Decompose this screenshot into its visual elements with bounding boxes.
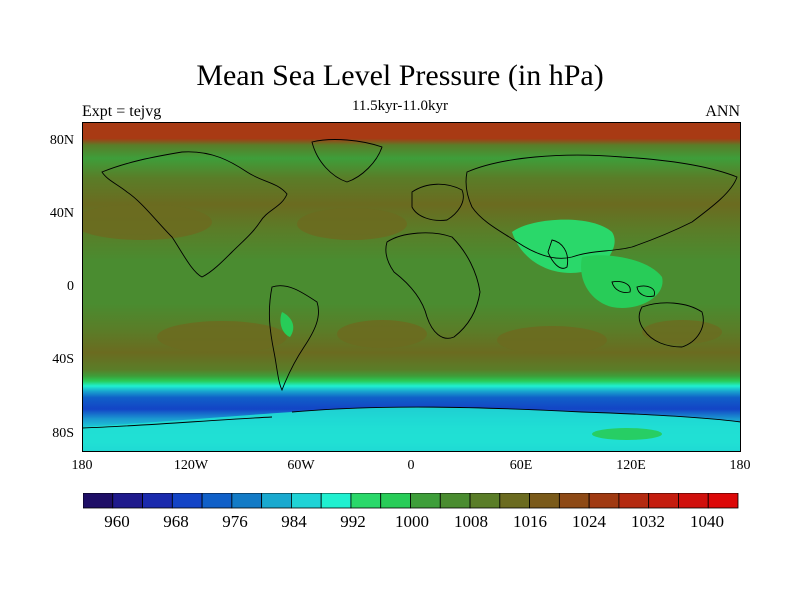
north-atlantic-high <box>297 208 407 240</box>
colorbar-cell <box>320 493 352 509</box>
experiment-label: Expt = tejvg <box>82 103 162 120</box>
colorbar-cell <box>83 493 114 509</box>
colorbar-cell <box>499 493 530 509</box>
australia-east-high <box>642 320 722 344</box>
colorbar-cell <box>142 493 173 509</box>
colorbar-label: 992 <box>340 512 366 531</box>
antarctic-interior <box>592 428 662 440</box>
colorbar-cell <box>529 493 560 509</box>
colorbar-cell <box>350 493 382 509</box>
lat-tick-label: 80S <box>52 426 74 441</box>
colorbar-cell <box>618 493 650 509</box>
lat-tick-label: 40N <box>49 206 74 221</box>
lon-tick-label: 120E <box>616 458 646 473</box>
colorbar-cell <box>558 493 590 509</box>
colorbar-cell <box>588 493 620 509</box>
chart-title: Mean Sea Level Pressure (in hPa) <box>196 59 604 92</box>
lat-tick-label: 80N <box>49 133 74 148</box>
lat-tick-label: 0 <box>67 279 74 294</box>
amazon-low <box>280 312 294 337</box>
colorbar <box>83 493 739 509</box>
map-frame <box>82 122 741 452</box>
colorbar-cell <box>707 493 739 509</box>
colorbar-label: 1016 <box>513 512 547 531</box>
chart-subtitle: 11.5kyr-11.0kyr <box>351 98 449 114</box>
colorbar-cell <box>231 493 263 509</box>
colorbar-label: 960 <box>104 512 130 531</box>
colorbar-label: 976 <box>222 512 248 531</box>
coastlines <box>82 139 741 429</box>
colorbar-cell <box>439 493 471 509</box>
colorbar-label: 1024 <box>572 512 606 531</box>
season-label: ANN <box>705 103 740 120</box>
colorbar-cell <box>469 493 501 509</box>
colorbar-label: 984 <box>281 512 307 531</box>
colorbar-cell <box>648 493 679 509</box>
pressure-map <box>82 122 741 452</box>
colorbar-cell <box>261 493 292 509</box>
colorbar-label: 1008 <box>454 512 488 531</box>
colorbar-label: 1032 <box>631 512 665 531</box>
lon-tick-label: 0 <box>407 458 415 473</box>
lon-tick-label: 180 <box>729 458 751 473</box>
colorbar-label: 1040 <box>690 512 724 531</box>
colorbar-cell <box>112 493 143 509</box>
north-pacific-high <box>82 204 212 240</box>
south-pacific-high <box>157 321 287 353</box>
colorbar-cell <box>171 493 203 509</box>
colorbar-cell <box>380 493 411 509</box>
lon-tick-label: 60W <box>287 458 315 473</box>
south-atlantic-high <box>337 320 427 348</box>
colorbar-label: 968 <box>163 512 189 531</box>
colorbar-label: 1000 <box>395 512 429 531</box>
lon-tick-label: 180 <box>71 458 93 473</box>
colorbar-cell <box>201 493 233 509</box>
colorbar-cell <box>678 493 709 509</box>
lat-tick-label: 40S <box>52 352 74 367</box>
colorbar-cell <box>291 493 322 509</box>
indian-ocean-high <box>497 326 607 354</box>
lon-tick-label: 60E <box>509 458 533 473</box>
colorbar-cell <box>410 493 441 509</box>
lon-tick-label: 120W <box>173 458 209 473</box>
